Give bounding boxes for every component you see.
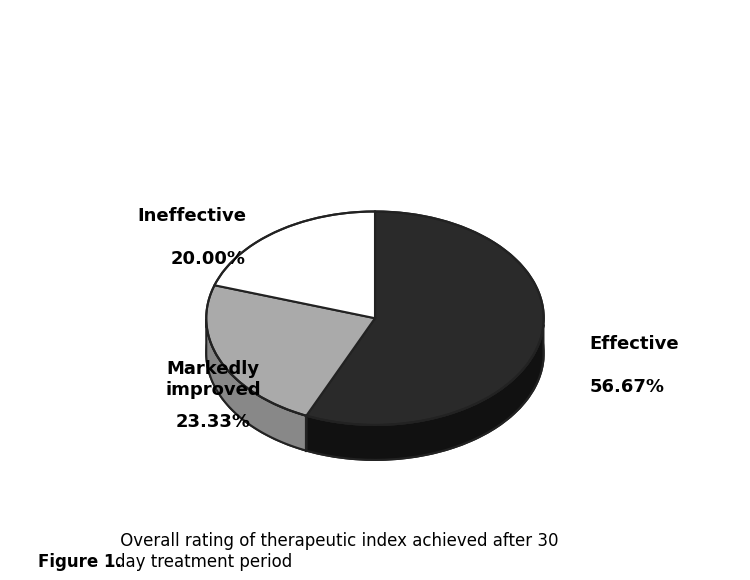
Text: Overall rating of therapeutic index achieved after 30
day treatment period: Overall rating of therapeutic index achi… bbox=[116, 532, 559, 571]
Text: 23.33%: 23.33% bbox=[176, 414, 250, 432]
Ellipse shape bbox=[206, 246, 544, 460]
Polygon shape bbox=[206, 319, 306, 451]
Polygon shape bbox=[206, 285, 375, 416]
Text: Figure 1.: Figure 1. bbox=[38, 553, 122, 571]
Polygon shape bbox=[214, 212, 375, 318]
Text: 20.00%: 20.00% bbox=[171, 250, 246, 268]
Polygon shape bbox=[306, 212, 544, 425]
Polygon shape bbox=[306, 324, 544, 460]
Text: Ineffective: Ineffective bbox=[137, 207, 246, 225]
Text: Markedly
improved: Markedly improved bbox=[165, 360, 261, 399]
Text: Effective: Effective bbox=[590, 335, 680, 353]
Text: 56.67%: 56.67% bbox=[590, 378, 664, 396]
